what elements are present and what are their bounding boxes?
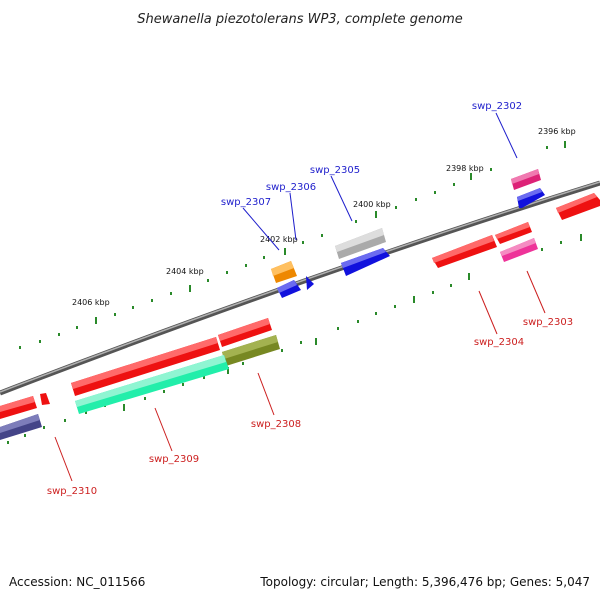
gene-label-swp-2306: swp_2306: [266, 182, 316, 193]
tick-label-2406: 2406 kbp: [72, 298, 110, 307]
tick-label-2398: 2398 kbp: [446, 164, 484, 173]
gene-swp-2310[interactable]: [0, 393, 50, 440]
outer-tick-ring: [19, 141, 566, 349]
gene-swp-2306[interactable]: [277, 276, 314, 298]
accession-label: Accession: NC_011566: [9, 575, 145, 589]
gene-swp-2304[interactable]: [432, 193, 600, 268]
gene-swp-2308[interactable]: [218, 318, 280, 366]
map-title: Shewanella piezotolerans WP3, complete g…: [137, 12, 463, 27]
gene-swp-2309[interactable]: [71, 337, 229, 414]
genome-stats-label: Topology: circular; Length: 5,396,476 bp…: [259, 575, 590, 589]
tick-label-2404: 2404 kbp: [166, 267, 204, 276]
gene-swp-2307[interactable]: [271, 261, 297, 283]
gene-swp-2303[interactable]: [495, 222, 538, 262]
gene-swp-2305[interactable]: [335, 228, 390, 276]
gene-label-swp-2305: swp_2305: [310, 165, 360, 176]
tick-label-2396: 2396 kbp: [538, 127, 576, 136]
reverse-leader-lines: [54, 270, 546, 482]
gene-label-swp-2307: swp_2307: [221, 197, 271, 208]
inner-tick-ring: [7, 234, 582, 444]
gene-label-swp-2310: swp_2310: [47, 486, 97, 497]
tick-label-2402: 2402 kbp: [260, 235, 298, 244]
genome-backbone: [0, 180, 600, 396]
tick-label-2400: 2400 kbp: [353, 200, 391, 209]
gene-swp-2302[interactable]: [511, 169, 545, 208]
gene-label-swp-2308: swp_2308: [251, 419, 301, 430]
gene-label-swp-2304: swp_2304: [474, 337, 524, 348]
forward-leader-lines: [242, 112, 518, 251]
gene-label-swp-2303: swp_2303: [523, 317, 573, 328]
gene-label-swp-2302: swp_2302: [472, 101, 522, 112]
gene-label-swp-2309: swp_2309: [149, 454, 199, 465]
